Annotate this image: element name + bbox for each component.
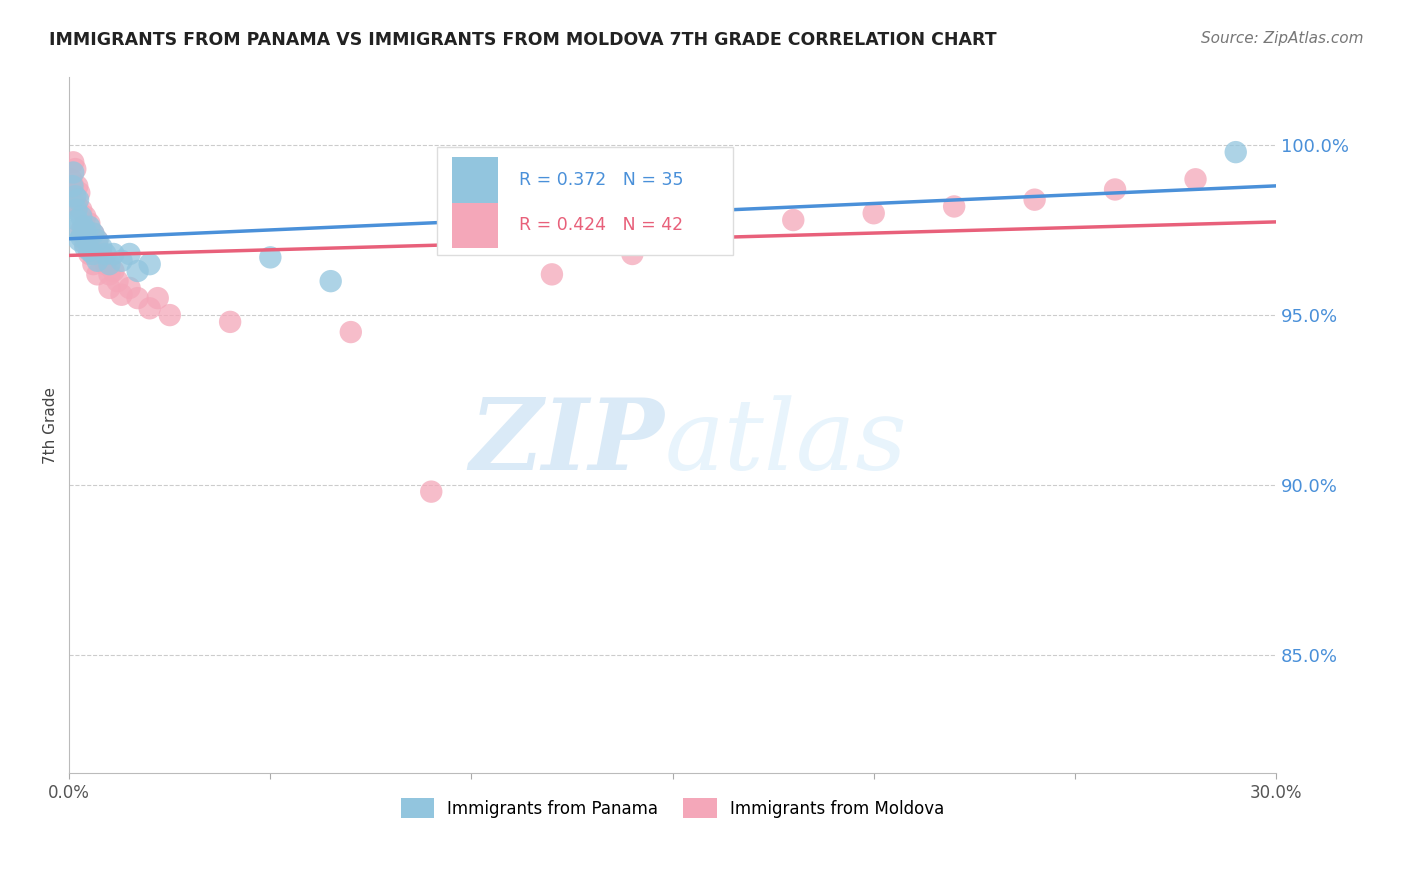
FancyBboxPatch shape — [451, 158, 498, 202]
Point — [127, 291, 149, 305]
Point — [1184, 172, 1206, 186]
Point — [118, 247, 141, 261]
Point — [1225, 145, 1247, 160]
Point — [79, 216, 101, 230]
Point — [67, 193, 90, 207]
Point — [127, 264, 149, 278]
Point — [66, 179, 89, 194]
Y-axis label: 7th Grade: 7th Grade — [44, 387, 58, 464]
Point — [82, 257, 104, 271]
Point — [86, 234, 108, 248]
Point — [1024, 193, 1046, 207]
Point — [94, 247, 117, 261]
Point — [118, 281, 141, 295]
Point — [943, 199, 966, 213]
Point — [82, 247, 104, 261]
Point — [66, 199, 89, 213]
Point — [62, 179, 84, 194]
Point — [65, 189, 87, 203]
Point — [72, 219, 94, 234]
Point — [98, 257, 121, 271]
FancyBboxPatch shape — [437, 147, 733, 255]
Point — [86, 234, 108, 248]
Point — [98, 268, 121, 282]
Point — [62, 179, 84, 194]
Point — [420, 484, 443, 499]
Point — [70, 223, 93, 237]
Point — [65, 162, 87, 177]
Point — [90, 240, 112, 254]
Point — [146, 291, 169, 305]
Point — [63, 223, 86, 237]
Text: IMMIGRANTS FROM PANAMA VS IMMIGRANTS FROM MOLDOVA 7TH GRADE CORRELATION CHART: IMMIGRANTS FROM PANAMA VS IMMIGRANTS FRO… — [49, 31, 997, 49]
Point — [107, 274, 129, 288]
Point — [75, 236, 97, 251]
Point — [138, 301, 160, 316]
Point — [1104, 182, 1126, 196]
Point — [90, 247, 112, 261]
Text: R = 0.424   N = 42: R = 0.424 N = 42 — [519, 217, 683, 235]
Point — [65, 202, 87, 217]
Point — [110, 253, 132, 268]
Point — [541, 268, 564, 282]
Point — [219, 315, 242, 329]
Point — [60, 172, 83, 186]
Point — [98, 281, 121, 295]
Point — [79, 244, 101, 258]
Point — [62, 165, 84, 179]
Point — [67, 186, 90, 200]
Text: atlas: atlas — [665, 395, 907, 490]
Point — [76, 234, 98, 248]
Point — [67, 234, 90, 248]
Point — [82, 227, 104, 241]
Point — [79, 247, 101, 261]
Text: R = 0.372   N = 35: R = 0.372 N = 35 — [519, 171, 683, 189]
Point — [75, 223, 97, 237]
Point — [621, 247, 644, 261]
Point — [66, 213, 89, 227]
Point — [70, 230, 93, 244]
Point — [340, 325, 363, 339]
Point — [862, 206, 884, 220]
Point — [110, 287, 132, 301]
Point — [319, 274, 342, 288]
Point — [86, 253, 108, 268]
Point — [75, 240, 97, 254]
Point — [702, 223, 724, 237]
Point — [86, 268, 108, 282]
Text: Source: ZipAtlas.com: Source: ZipAtlas.com — [1201, 31, 1364, 46]
Legend: Immigrants from Panama, Immigrants from Moldova: Immigrants from Panama, Immigrants from … — [394, 792, 950, 824]
Point — [103, 247, 125, 261]
Point — [138, 257, 160, 271]
Point — [82, 227, 104, 241]
Point — [103, 264, 125, 278]
FancyBboxPatch shape — [451, 202, 498, 248]
Point — [75, 210, 97, 224]
Point — [259, 251, 281, 265]
Point — [159, 308, 181, 322]
Point — [70, 210, 93, 224]
Point — [79, 219, 101, 234]
Point — [70, 202, 93, 217]
Point — [661, 234, 683, 248]
Text: ZIP: ZIP — [470, 394, 665, 491]
Point — [782, 213, 804, 227]
Point — [702, 223, 724, 237]
Point — [94, 257, 117, 271]
Point — [62, 155, 84, 169]
